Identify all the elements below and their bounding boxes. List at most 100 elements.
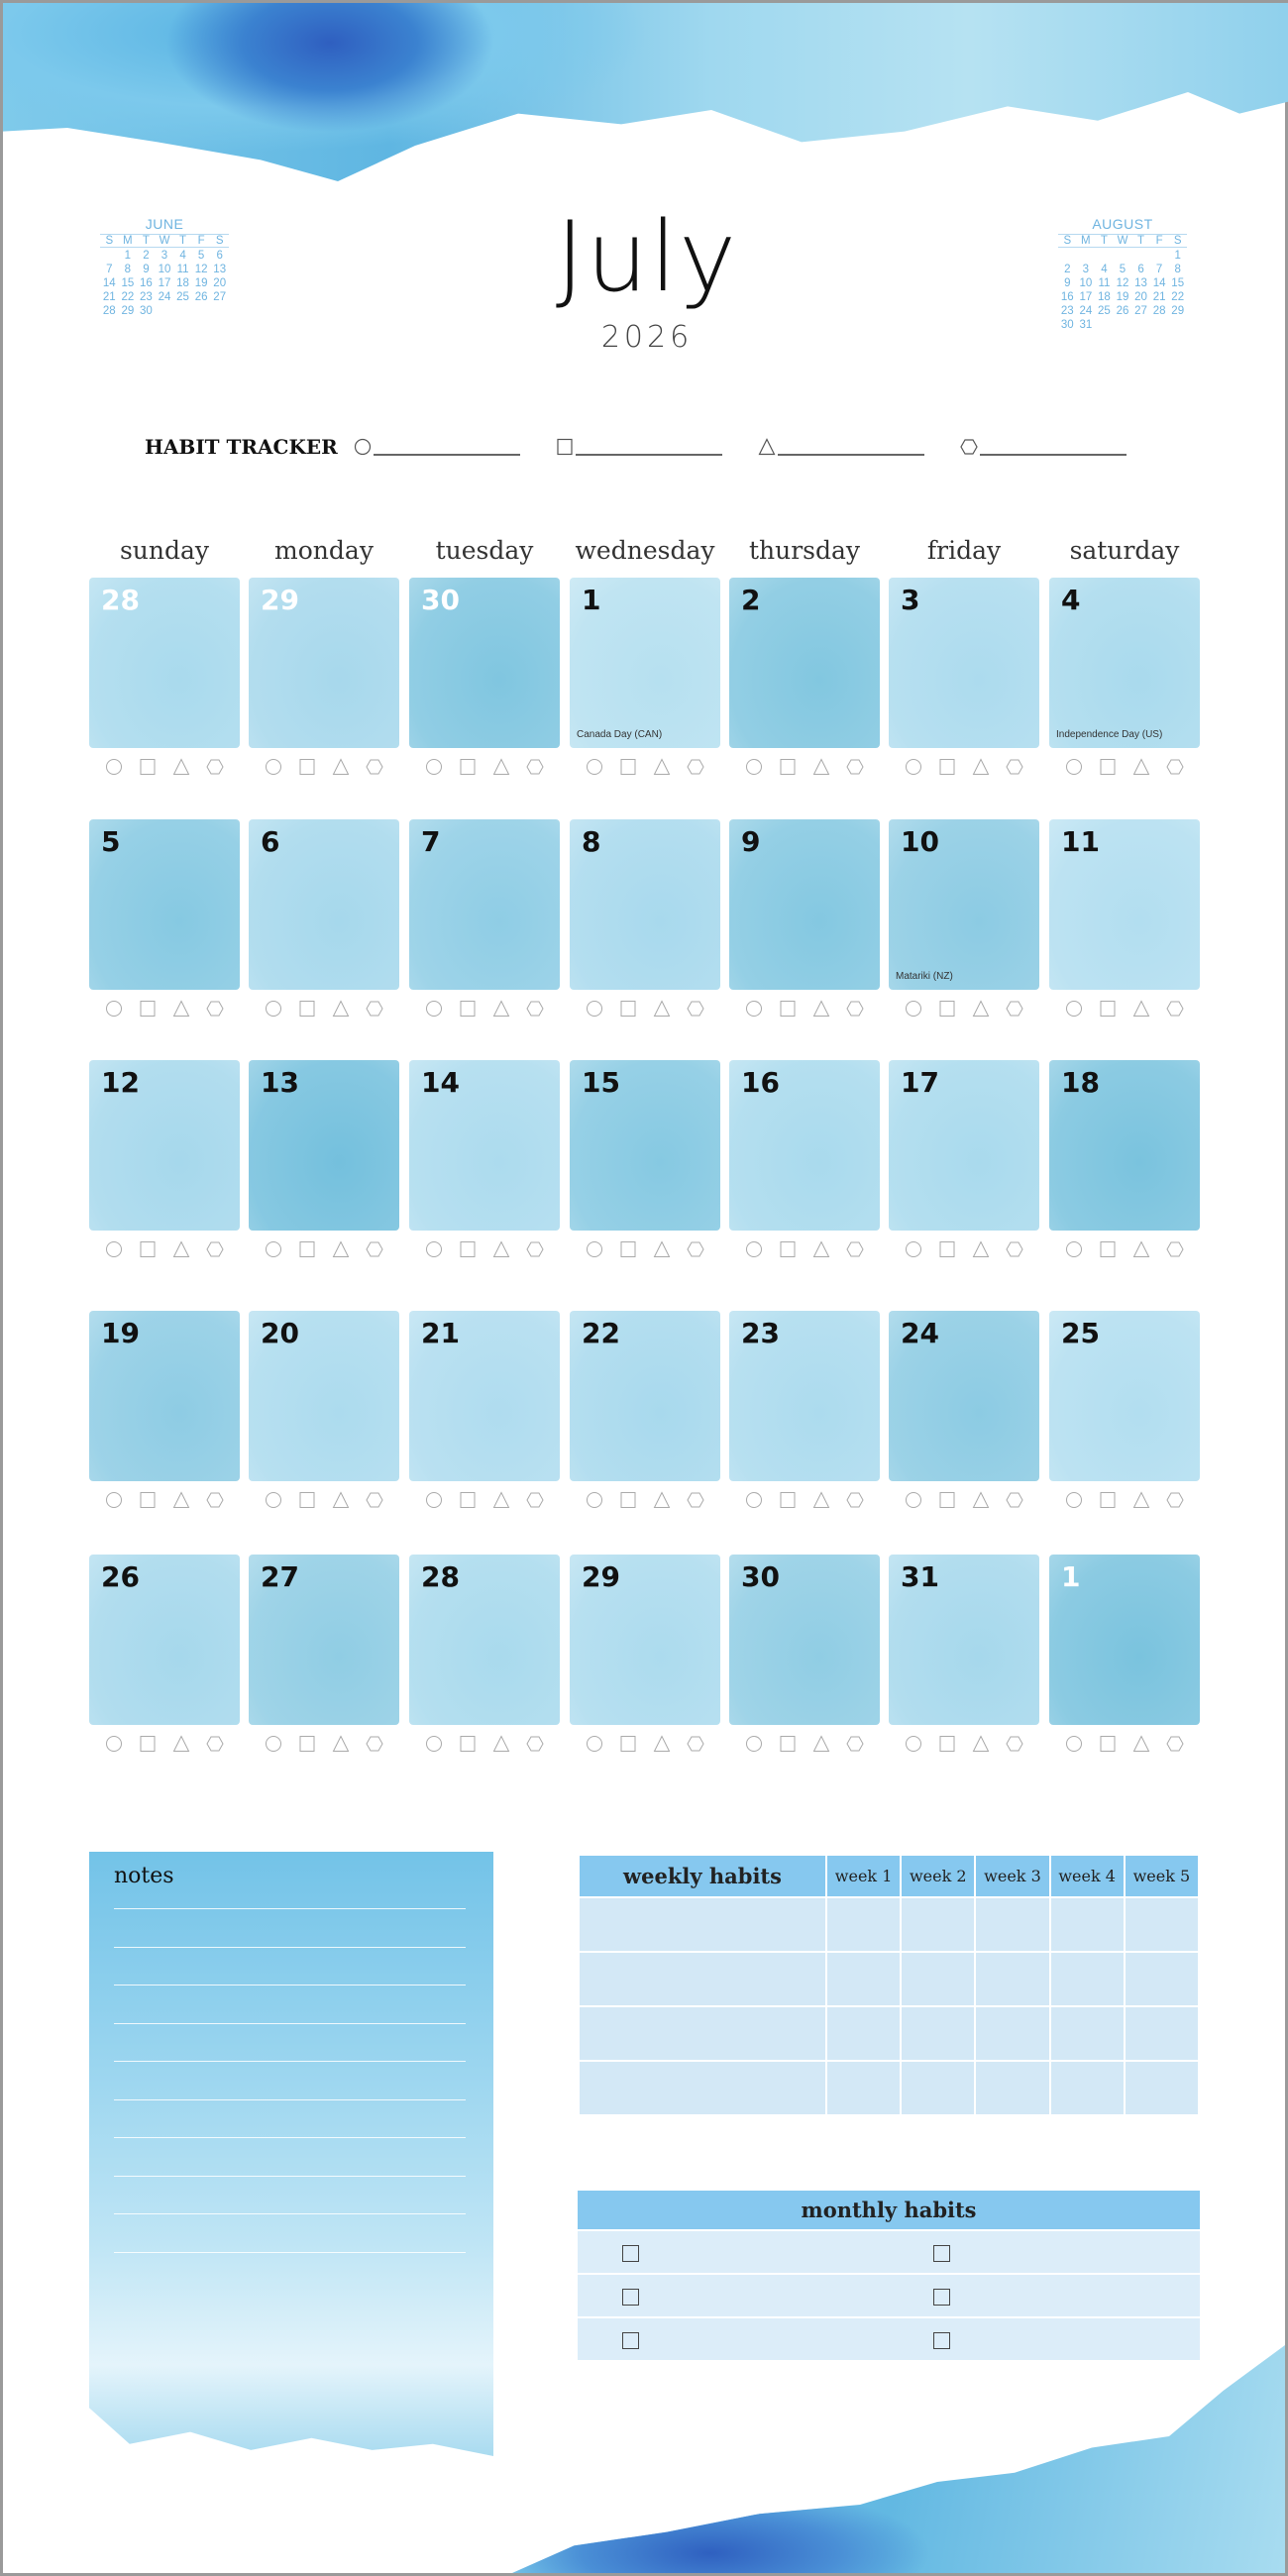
day-cell[interactable]: 22 [570,1311,720,1481]
habit-check[interactable] [586,1240,603,1262]
habit-check[interactable] [526,1000,544,1021]
habit-check[interactable] [425,1240,443,1262]
week-check-cell[interactable] [974,1951,1051,2007]
habit-check[interactable] [139,758,157,780]
habit-check[interactable] [172,758,190,780]
habit-check[interactable] [492,1491,510,1513]
habit-check[interactable] [1132,1735,1150,1757]
checkbox[interactable] [622,2244,639,2262]
habit-check[interactable] [366,1240,383,1262]
habit-check[interactable] [526,1735,544,1757]
day-cell[interactable]: 7 [409,819,560,990]
habit-check[interactable] [653,758,671,780]
habit-check[interactable] [526,1491,544,1513]
habit-check[interactable] [492,1000,510,1021]
week-check-cell[interactable] [1048,2060,1126,2116]
habit-check[interactable] [745,758,763,780]
habit-check[interactable] [105,1000,123,1021]
habit-check[interactable] [812,758,830,780]
day-cell[interactable]: 30 [409,578,560,748]
habit-name-cell[interactable] [578,1896,827,1953]
habit-check[interactable] [1166,758,1184,780]
day-cell[interactable]: 6 [249,819,399,990]
habit-check[interactable] [938,1000,956,1021]
habit-check[interactable] [812,1000,830,1021]
day-cell[interactable]: 23 [729,1311,880,1481]
habit-slot[interactable] [960,438,1127,456]
day-cell[interactable]: 10 Matariki (NZ) [889,819,1039,990]
habit-check[interactable] [846,1735,864,1757]
habit-name-cell[interactable] [578,2005,827,2062]
day-cell[interactable]: 20 [249,1311,399,1481]
habit-check[interactable] [779,1000,797,1021]
habit-check[interactable] [972,1240,990,1262]
day-cell[interactable]: 27 [249,1555,399,1725]
habit-check[interactable] [172,1240,190,1262]
habit-check[interactable] [687,1240,704,1262]
habit-check[interactable] [846,758,864,780]
habit-check[interactable] [139,1735,157,1757]
habit-check[interactable] [972,1491,990,1513]
habit-check[interactable] [779,1240,797,1262]
checkbox[interactable] [932,2288,950,2306]
habit-check[interactable] [298,1000,316,1021]
habit-check[interactable] [745,1000,763,1021]
week-check-cell[interactable] [974,2005,1051,2062]
habit-check[interactable] [972,1735,990,1757]
habit-check[interactable] [172,1735,190,1757]
day-cell[interactable]: 2 [729,578,880,748]
habit-check[interactable] [366,1491,383,1513]
habit-check[interactable] [938,1240,956,1262]
habit-check[interactable] [265,1240,282,1262]
habit-check[interactable] [332,758,350,780]
habit-check[interactable] [1065,1491,1083,1513]
habit-check[interactable] [206,1240,224,1262]
habit-check[interactable] [1006,1491,1023,1513]
day-cell[interactable]: 8 [570,819,720,990]
habit-check[interactable] [332,1000,350,1021]
week-check-cell[interactable] [974,1896,1051,1953]
habit-check[interactable] [812,1240,830,1262]
habit-check[interactable] [366,758,383,780]
habit-check[interactable] [105,758,123,780]
habit-slot[interactable] [556,438,722,456]
habit-check[interactable] [105,1491,123,1513]
habit-check[interactable] [172,1491,190,1513]
habit-name-line[interactable] [777,438,924,456]
habit-check[interactable] [492,758,510,780]
checkbox[interactable] [932,2244,950,2262]
habit-check[interactable] [745,1735,763,1757]
habit-check[interactable] [1166,1491,1184,1513]
habit-check[interactable] [459,1491,477,1513]
habit-check[interactable] [1099,1491,1117,1513]
habit-check[interactable] [905,1491,922,1513]
habit-check[interactable] [492,1240,510,1262]
notes-panel[interactable]: notes [89,1852,493,2456]
habit-check[interactable] [1006,1735,1023,1757]
day-cell[interactable]: 24 [889,1311,1039,1481]
week-check-cell[interactable] [1048,2005,1126,2062]
habit-check[interactable] [298,1735,316,1757]
habit-check[interactable] [425,1735,443,1757]
habit-check[interactable] [586,1735,603,1757]
day-cell[interactable]: 29 [570,1555,720,1725]
habit-check[interactable] [298,1240,316,1262]
week-check-cell[interactable] [1123,2005,1201,2062]
day-cell[interactable]: 15 [570,1060,720,1231]
day-cell[interactable]: 9 [729,819,880,990]
checkbox[interactable] [622,2331,639,2349]
habit-check[interactable] [1132,1491,1150,1513]
habit-check[interactable] [846,1000,864,1021]
habit-check[interactable] [905,1240,922,1262]
week-check-cell[interactable] [824,1951,903,2007]
habit-check[interactable] [1065,1735,1083,1757]
habit-slot[interactable] [354,438,520,456]
habit-check[interactable] [459,1240,477,1262]
day-cell[interactable]: 16 [729,1060,880,1231]
habit-check[interactable] [905,1000,922,1021]
habit-check[interactable] [619,1000,637,1021]
habit-check[interactable] [972,1000,990,1021]
habit-check[interactable] [1132,1240,1150,1262]
habit-check[interactable] [206,1000,224,1021]
habit-check[interactable] [687,758,704,780]
